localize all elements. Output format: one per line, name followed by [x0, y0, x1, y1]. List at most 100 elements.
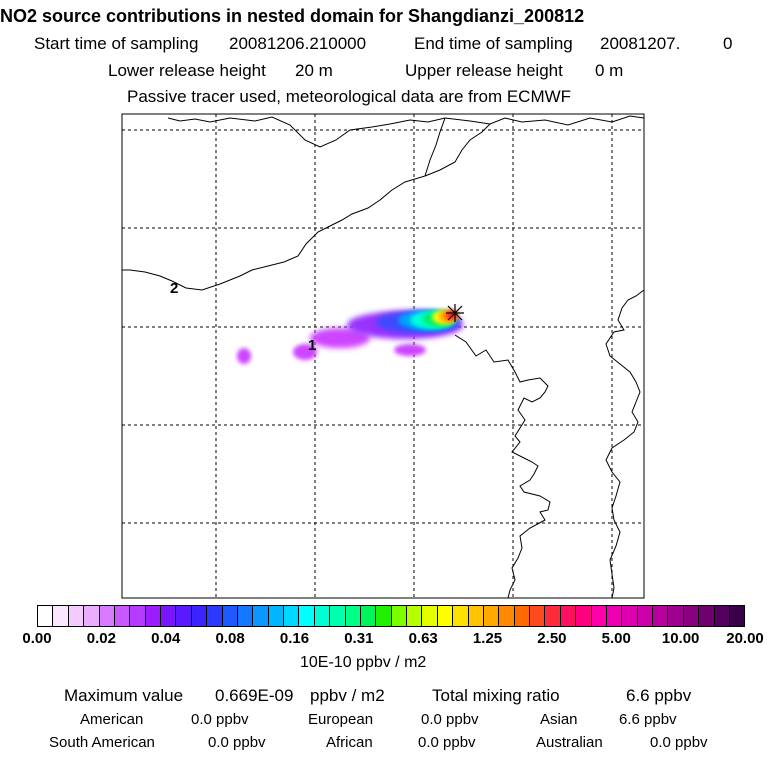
- plot-title: NO2 source contributions in nested domai…: [0, 6, 585, 26]
- colorbar-segment: [591, 606, 607, 626]
- colorbar-segment: [284, 606, 300, 626]
- max-value: 0.669E-09: [215, 686, 294, 705]
- colorbar-segment: [422, 606, 438, 626]
- upper-release-value: 0 m: [595, 61, 624, 80]
- upper-release-label: Upper release height: [405, 61, 563, 80]
- colorbar-segment: [253, 606, 269, 626]
- colorbar-segment: [161, 606, 177, 626]
- colorbar-segment: [729, 606, 745, 626]
- region-name: African: [326, 734, 373, 751]
- colorbar-segment: [514, 606, 530, 626]
- colorbar-tick-label: 0.04: [151, 630, 181, 647]
- colorbar-segment: [99, 606, 115, 626]
- colorbar-segment: [699, 606, 715, 626]
- colorbar-segment: [668, 606, 684, 626]
- end-time-suffix: 0: [723, 34, 733, 53]
- total-mixing-label: Total mixing ratio: [432, 686, 560, 705]
- colorbar-tick-label: 0.16: [279, 630, 310, 647]
- colorbar-segment: [299, 606, 315, 626]
- colorbar-segment: [114, 606, 131, 626]
- region-value: 0.0 ppbv: [191, 711, 249, 728]
- colorbar-segment: [714, 606, 730, 626]
- region-value: 0.0 ppbv: [208, 734, 266, 751]
- colorbar-segment: [637, 606, 653, 626]
- region-name: American: [80, 711, 144, 728]
- max-value-unit: ppbv / m2: [310, 686, 385, 705]
- colorbar-tick-label: 0.00: [22, 630, 52, 647]
- colorbar-tick-label: 5.00: [601, 630, 631, 647]
- colorbar-segment: [345, 606, 361, 626]
- colorbar-segment: [330, 606, 346, 626]
- max-value-label: Maximum value: [64, 686, 184, 705]
- map-frame: [121, 113, 645, 599]
- colorbar-segment: [606, 606, 623, 626]
- colorbar-segment: [314, 606, 331, 626]
- end-time-value: 20081207.: [600, 34, 681, 53]
- colorbar-segment: [576, 606, 592, 626]
- lower-release-value: 20 m: [295, 61, 333, 80]
- colorbar-segment: [468, 606, 484, 626]
- colorbar-tick-label: 1.25: [472, 630, 503, 647]
- start-time-label: Start time of sampling: [34, 34, 199, 53]
- colorbar-segment: [560, 606, 577, 626]
- star-marker: [446, 304, 464, 322]
- colorbar-segment: [683, 606, 700, 626]
- colorbar-segment: [407, 606, 423, 626]
- region-name: South American: [49, 734, 155, 751]
- colorbar-segment: [191, 606, 208, 626]
- region-value: 0.0 ppbv: [418, 734, 476, 751]
- contour-label: 1: [308, 337, 316, 354]
- colorbar: [37, 605, 745, 627]
- plume-patch: [237, 348, 251, 364]
- colorbar-tick-label: 0.08: [215, 630, 245, 647]
- colorbar-segment: [53, 606, 69, 626]
- colorbar-segment: [237, 606, 254, 626]
- colorbar-segment: [68, 606, 85, 626]
- colorbar-unit: 10E-10 ppbv / m2: [300, 654, 427, 671]
- colorbar-segment: [207, 606, 223, 626]
- colorbar-segment: [84, 606, 100, 626]
- plume-patch: [293, 344, 317, 360]
- lower-release-label: Lower release height: [108, 61, 266, 80]
- colorbar-tick-label: 0.31: [344, 630, 374, 647]
- colorbar-tick-label: 20.00: [726, 630, 764, 647]
- colorbar-segment: [545, 606, 561, 626]
- start-time-value: 20081206.210000: [229, 34, 367, 53]
- total-mixing-value: 6.6 ppbv: [626, 686, 692, 705]
- plume-patch: [394, 344, 426, 356]
- colorbar-segment: [38, 606, 54, 626]
- colorbar-tick-label: 2.50: [537, 630, 567, 647]
- colorbar-segment: [391, 606, 407, 626]
- colorbar-segment: [622, 606, 638, 626]
- region-name: Australian: [536, 734, 603, 751]
- colorbar-segment: [145, 606, 161, 626]
- colorbar-segment: [176, 606, 192, 626]
- colorbar-segment: [653, 606, 669, 626]
- borders-coastline: [122, 115, 645, 599]
- tracer-note: Passive tracer used, meteorological data…: [127, 87, 572, 106]
- colorbar-segment: [360, 606, 377, 626]
- region-name: European: [308, 711, 374, 728]
- region-value: 0.0 ppbv: [650, 734, 708, 751]
- colorbar-tick-label: 0.63: [408, 630, 438, 647]
- plume-patch: [310, 328, 370, 348]
- region-value: 6.6 ppbv: [619, 711, 677, 728]
- end-time-label: End time of sampling: [414, 34, 573, 53]
- map-grid: [122, 114, 644, 598]
- colorbar-segment: [483, 606, 500, 626]
- colorbar-segment: [499, 606, 515, 626]
- colorbar-segment: [376, 606, 392, 626]
- region-value: 0.0 ppbv: [421, 711, 479, 728]
- colorbar-segment: [453, 606, 469, 626]
- region-name: Asian: [540, 711, 578, 728]
- colorbar-segment: [437, 606, 454, 626]
- colorbar-segment: [268, 606, 284, 626]
- colorbar-tick-label: 10.00: [661, 630, 700, 647]
- colorbar-segment: [130, 606, 146, 626]
- colorbar-segment: [530, 606, 546, 626]
- contour-label: 2: [170, 280, 178, 297]
- concentration-plume: [237, 310, 463, 364]
- colorbar-segment: [222, 606, 238, 626]
- colorbar-tick-label: 0.02: [86, 630, 116, 647]
